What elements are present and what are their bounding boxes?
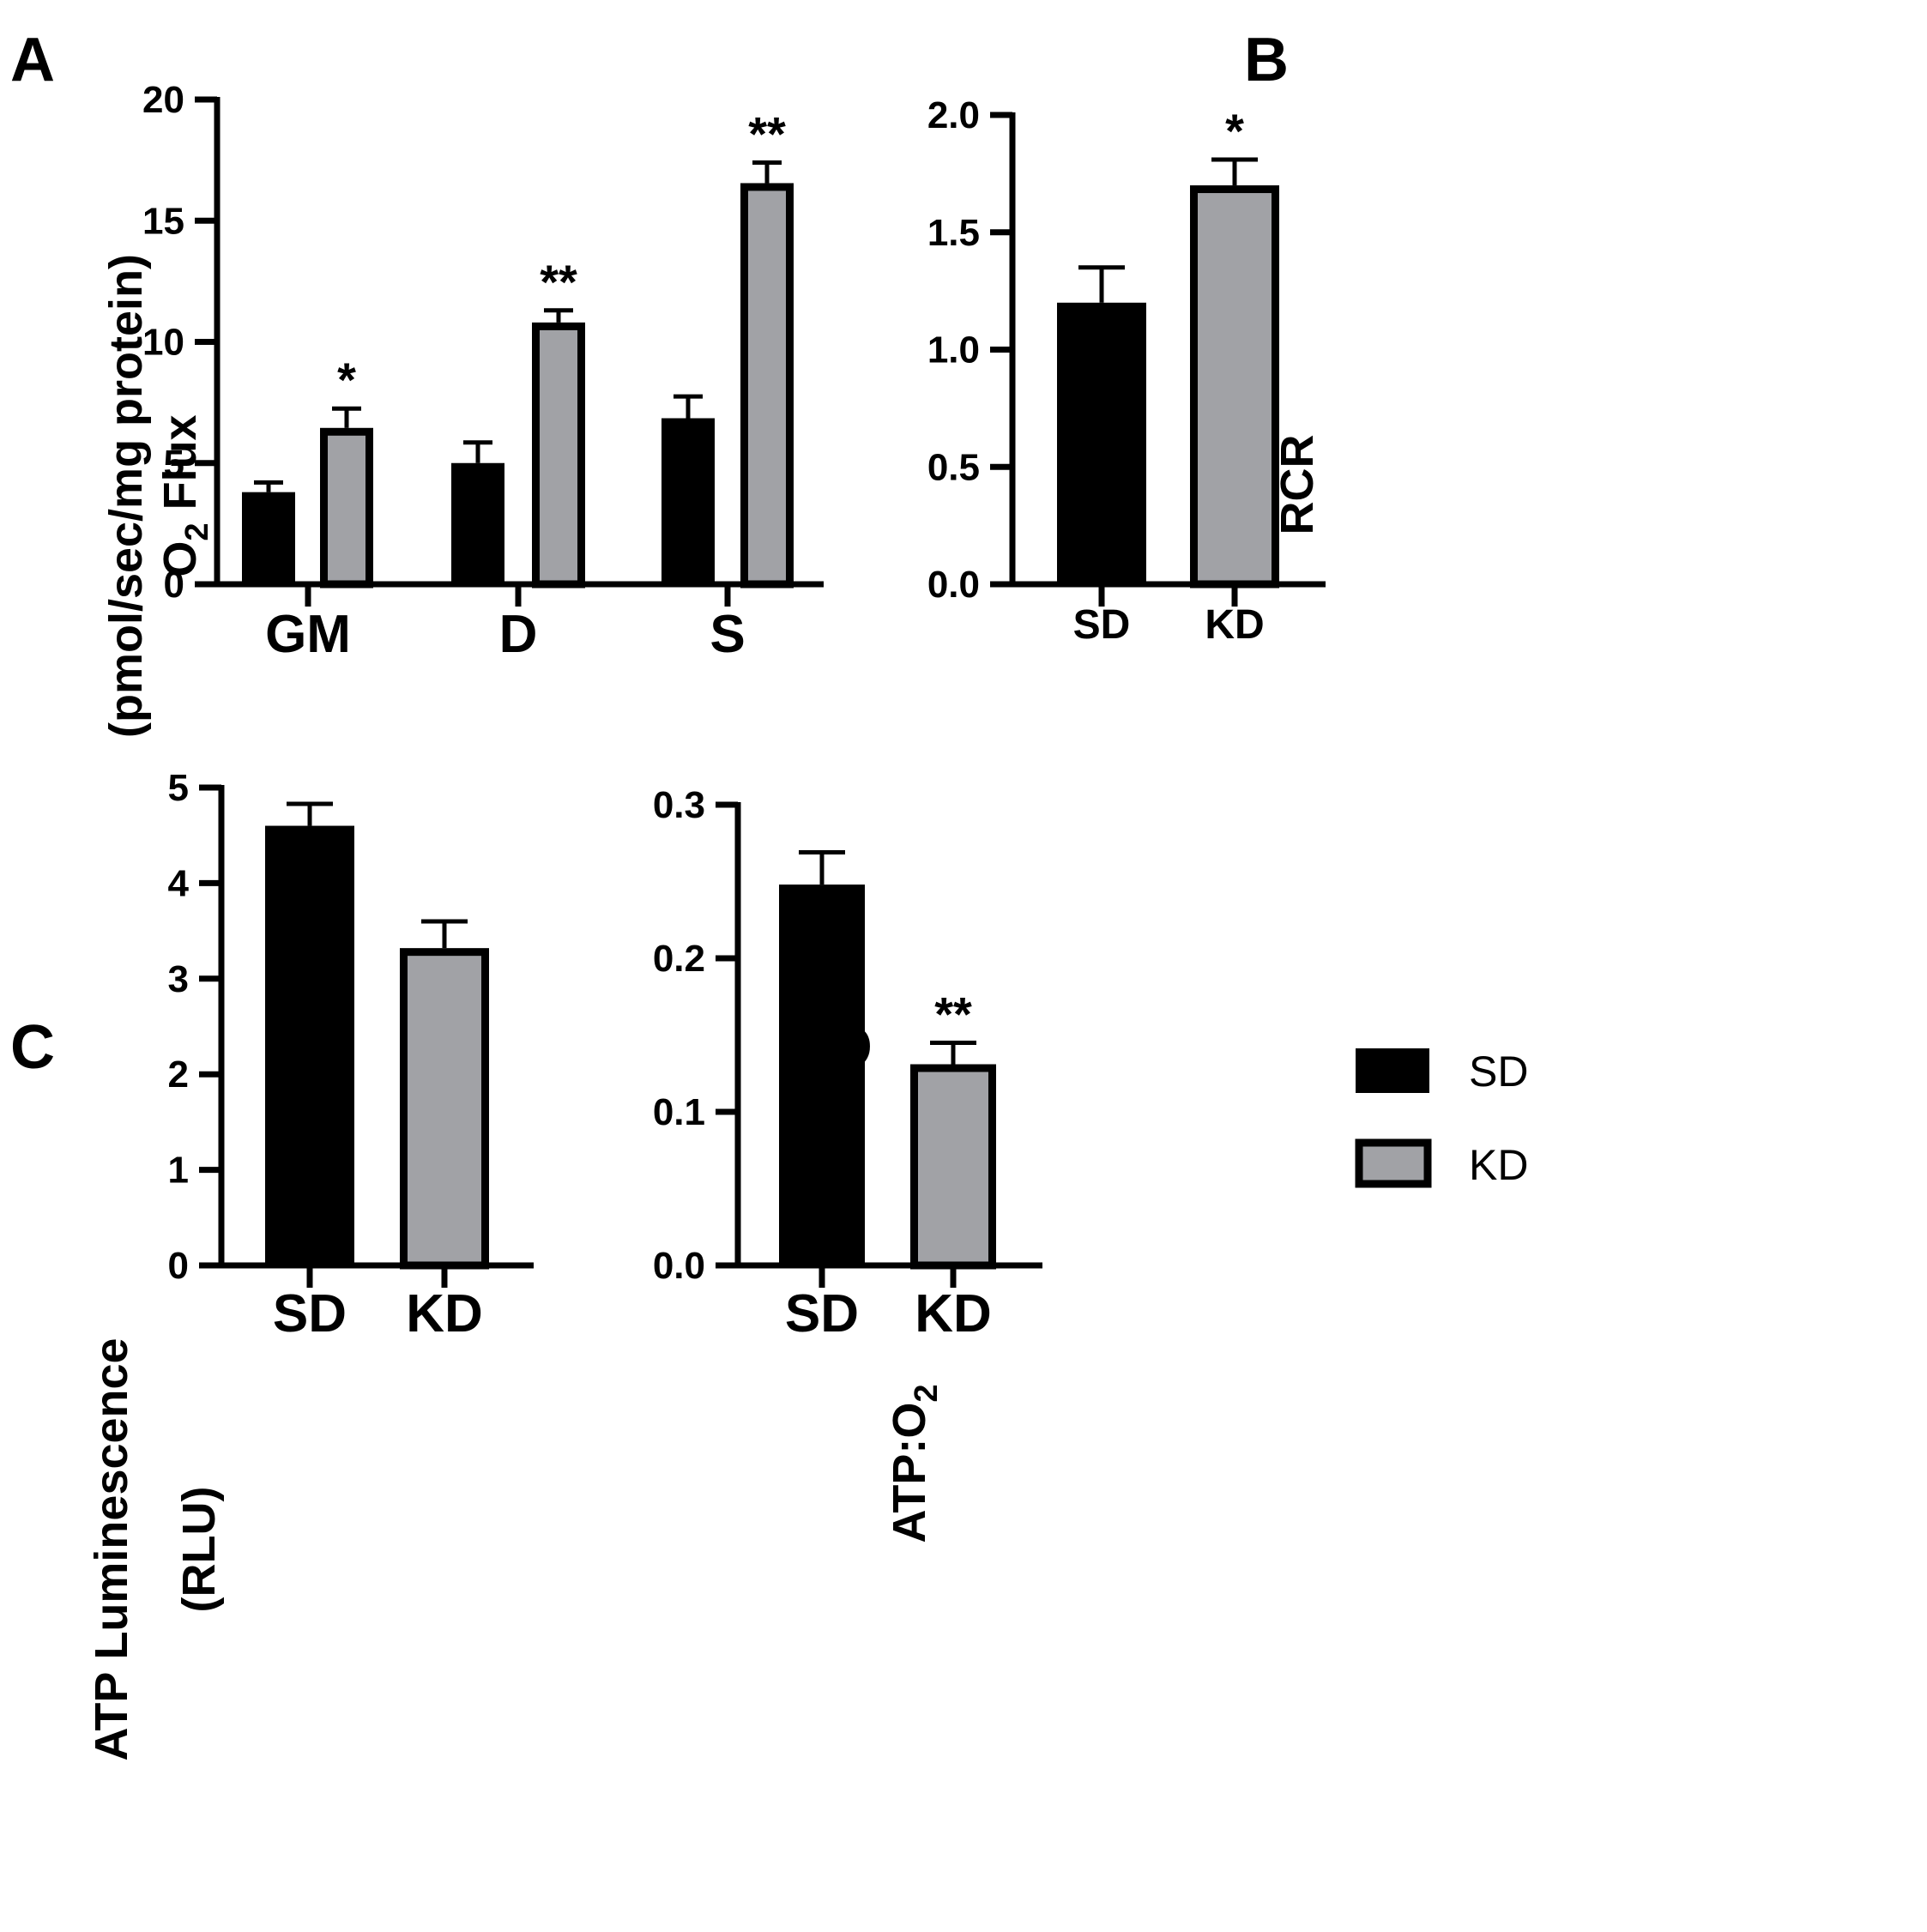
panel-a: A 0 5 10 15 20 GM * D ** S ** O2 Flux (pmol/sec/mg…: [10, 26, 824, 738]
legend: SD KD: [1355, 1048, 1528, 1189]
significance-marker: **: [934, 987, 972, 1041]
bar-kd-kd: [1190, 185, 1279, 589]
y-tick-label: 0.5: [927, 446, 980, 488]
y-tick-label: 1.0: [927, 329, 980, 371]
y-tick-label: 1: [168, 1150, 189, 1192]
y-tick-label: 0.0: [927, 564, 980, 606]
significance-marker: *: [1225, 104, 1244, 158]
x-tick-label: D: [499, 605, 538, 664]
x-tick-label: SD: [1073, 602, 1131, 648]
bar-kd-kd: [910, 1064, 996, 1270]
bar-kd-d: [532, 322, 585, 589]
bar-sd-gm: [242, 492, 295, 584]
y-tick-label: 15: [142, 200, 184, 242]
panel-letter-a: A: [10, 26, 55, 94]
panel-b: B 0.0 0.5 1.0 1.5 2.0 SD KD * RCR: [927, 26, 1326, 648]
y-axis-title-c-line1: ATP Luminescence: [86, 1337, 137, 1760]
y-tick-label: 0: [164, 564, 184, 606]
significance-marker: **: [540, 255, 577, 309]
y-tick-label: 0.1: [653, 1091, 705, 1133]
bar-sd-d: [451, 462, 504, 584]
y-tick-label: 5: [168, 767, 189, 809]
x-tick-label: KD: [1205, 602, 1264, 648]
legend-label-kd: KD: [1469, 1141, 1528, 1189]
bar-kd-s: [740, 183, 794, 589]
panel-letter-c: C: [10, 1013, 55, 1082]
legend-swatch-sd: [1356, 1048, 1429, 1093]
y-tick-label: 10: [142, 322, 184, 364]
legend-label-sd: SD: [1469, 1048, 1528, 1096]
y-tick-label: 0.0: [653, 1245, 705, 1287]
panel-c: C 0 1 2 3 4 5 SD KD ATP Luminescence (RLU): [10, 767, 534, 1761]
y-axis-title-c-line2: (RLU): [173, 1487, 225, 1613]
y-tick-label: 4: [168, 862, 190, 904]
bar-sd-sd: [1057, 302, 1146, 584]
bar-sd-sd: [779, 884, 865, 1265]
y-axis-title-b: RCR: [1272, 435, 1323, 535]
bar-sd-sd: [265, 825, 354, 1265]
y-tick-label: 0.2: [653, 938, 705, 980]
y-tick-label: 2: [168, 1054, 189, 1096]
significance-marker: *: [337, 353, 356, 407]
y-tick-label: 3: [168, 958, 189, 1000]
bar-kd-kd: [400, 948, 489, 1270]
x-tick-label: SD: [273, 1284, 347, 1343]
x-tick-label: SD: [785, 1284, 859, 1343]
y-axis-title-a-line1: O2 Flux: [154, 414, 215, 577]
legend-swatch-kd: [1355, 1138, 1432, 1188]
bar-kd-gm: [320, 427, 373, 589]
y-tick-label: 0: [168, 1245, 189, 1287]
x-tick-label: S: [710, 605, 745, 664]
significance-marker: **: [748, 106, 786, 160]
y-tick-label: 5: [164, 443, 184, 485]
x-tick-label: KD: [915, 1284, 992, 1343]
y-axis-title-d: ATP:O2: [884, 1384, 945, 1543]
x-tick-label: GM: [265, 605, 351, 664]
bar-sd-s: [661, 418, 715, 584]
y-tick-label: 1.5: [927, 212, 980, 254]
x-tick-label: KD: [406, 1284, 483, 1343]
y-tick-label: 20: [142, 79, 184, 121]
panel-letter-b: B: [1244, 26, 1289, 94]
y-tick-label: 2.0: [927, 94, 980, 136]
y-axis-title-a-line2: (pmol/sec/mg protein): [100, 254, 152, 738]
y-tick-label: 0.3: [653, 784, 705, 826]
